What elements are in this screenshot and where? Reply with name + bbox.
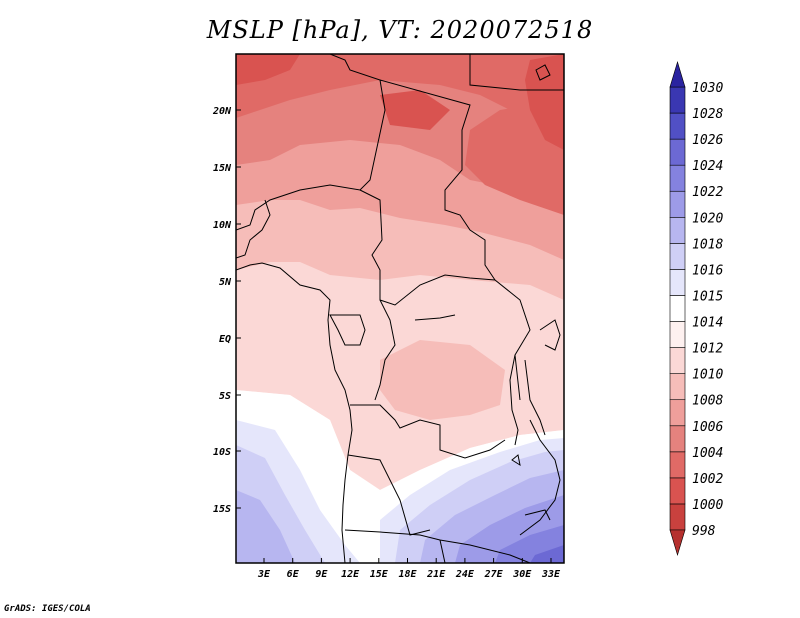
colorbar-label: 1002: [692, 472, 723, 487]
lat-label: 5N: [219, 277, 232, 288]
colorbar-label: 1006: [692, 420, 723, 435]
band-1004-east: [465, 105, 564, 215]
lat-label: 10N: [213, 220, 232, 231]
lat-label: EQ: [219, 334, 231, 345]
lon-label: 3E: [257, 569, 271, 580]
colorbar-segment: [669, 112, 686, 140]
lon-label: 24E: [455, 569, 475, 580]
colorbar: 998 1000 1002 1004 1006 1008 1010 1012 1014 1015 1…: [669, 60, 723, 557]
longitude-axis: 3E 6E 9E 12E 15E 18E 21E 24E 27E 30E 33E: [257, 558, 561, 580]
colorbar-segment: [669, 347, 686, 374]
colorbar-label: 1028: [692, 107, 723, 122]
colorbar-label: 1024: [692, 159, 723, 174]
pressure-field: [236, 54, 564, 563]
band-1002: [236, 54, 300, 85]
lon-label: 27E: [484, 569, 504, 580]
chart-title: MSLP [hPa], VT: 2020072518: [206, 16, 594, 44]
lat-label: 20N: [212, 106, 232, 117]
map-frame: [235, 53, 565, 564]
lat-label: 10S: [213, 447, 231, 458]
band-1002-east: [525, 54, 564, 150]
colorbar-segment: [669, 190, 686, 218]
colorbar-label: 1015: [692, 289, 723, 304]
colorbar-label: 998: [692, 524, 716, 539]
lon-label: 33E: [541, 569, 561, 580]
band-1004: [236, 54, 564, 150]
colorbar-min-arrow: [669, 529, 686, 557]
colorbar-segment: [669, 269, 686, 296]
band-1010-south: [380, 340, 505, 420]
grads-credit: GrADS: IGES/COLA: [4, 604, 91, 614]
colorbar-segment: [669, 451, 686, 479]
latitude-axis: 20N 15N 10N 5N EQ 5S 10S 15S: [212, 106, 241, 515]
colorbar-label: 1000: [692, 498, 723, 513]
coastline-and-borders: [236, 54, 564, 563]
colorbar-max-arrow: [669, 60, 686, 88]
band-1026: [530, 545, 564, 563]
lon-label: 15E: [370, 569, 389, 580]
colorbar-segment: [669, 164, 686, 192]
lat-label: 15S: [213, 504, 231, 515]
colorbar-segment: [669, 373, 686, 401]
band-1002-centre: [380, 90, 450, 130]
colorbar-label: 1030: [692, 81, 723, 96]
colorbar-segment: [669, 243, 686, 270]
colorbar-label: 1020: [692, 211, 723, 226]
colorbar-label: 1022: [692, 185, 723, 200]
lon-label: 12E: [341, 569, 360, 580]
lon-label: 9E: [315, 569, 328, 580]
lon-label: 30E: [512, 569, 532, 580]
colorbar-label: 1016: [692, 263, 723, 278]
colorbar-label: 1014: [692, 316, 723, 331]
lon-label: 18E: [398, 569, 417, 580]
colorbar-label: 1004: [692, 446, 723, 461]
colorbar-segment: [669, 321, 686, 348]
colorbar-segment: [669, 216, 686, 244]
lon-label: 21E: [426, 569, 446, 580]
colorbar-segment: [669, 138, 686, 166]
lat-label: 5S: [219, 391, 231, 402]
colorbar-segment: [669, 399, 686, 427]
lat-label: 15N: [213, 163, 232, 174]
lon-label: 6E: [287, 569, 300, 580]
colorbar-label: 1012: [692, 342, 723, 357]
colorbar-label: 1026: [692, 133, 723, 148]
band-1020: [236, 490, 295, 563]
colorbar-segment: [669, 86, 686, 114]
colorbar-segment: [669, 503, 686, 531]
colorbar-label: 1010: [692, 368, 723, 383]
colorbar-label: 1018: [692, 237, 723, 252]
colorbar-segment: [669, 295, 686, 322]
colorbar-segment: [669, 477, 686, 505]
colorbar-label: 1008: [692, 394, 723, 409]
colorbar-segment: [669, 425, 686, 453]
